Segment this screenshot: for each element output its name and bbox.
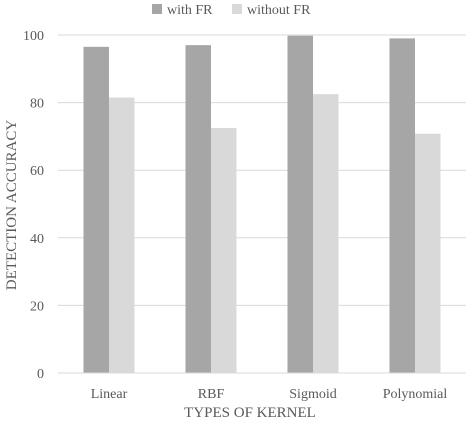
x-tick-label: Linear [91, 387, 128, 402]
bar-rbf-with-fr [185, 45, 211, 373]
y-tick-label: 100 [23, 29, 44, 44]
legend-label: with FR [167, 3, 213, 18]
y-axis-ticks: 0 20 40 60 80 100 [23, 29, 44, 382]
legend-swatch [232, 4, 242, 14]
bar-rbf-without-fr [211, 127, 237, 373]
x-axis-ticks: Linear RBF Sigmoid Polynomial [91, 387, 448, 402]
y-tick-label: 60 [30, 164, 44, 179]
x-tick-label: Polynomial [383, 387, 448, 402]
bar-polynomial-with-fr [389, 38, 415, 373]
legend-swatch [152, 4, 162, 14]
bar-sigmoid-with-fr [287, 35, 313, 374]
bar-linear-with-fr [83, 46, 109, 374]
bars [58, 35, 466, 374]
y-tick-label: 0 [37, 367, 44, 382]
y-tick-label: 20 [30, 299, 44, 314]
bar-polynomial-without-fr [415, 133, 441, 373]
x-tick-label: RBF [198, 387, 225, 402]
x-tick-label: Sigmoid [289, 387, 336, 402]
y-tick-label: 80 [30, 97, 44, 112]
y-tick-label: 40 [30, 232, 44, 247]
bar-sigmoid-without-fr [313, 94, 339, 374]
x-axis-label: TYPES OF KERNEL [184, 405, 316, 421]
y-axis-label: DETECTION ACCURACY [4, 120, 20, 291]
bar-linear-without-fr [109, 97, 135, 373]
legend: with FR without FR [152, 3, 311, 18]
legend-label: without FR [247, 3, 311, 18]
